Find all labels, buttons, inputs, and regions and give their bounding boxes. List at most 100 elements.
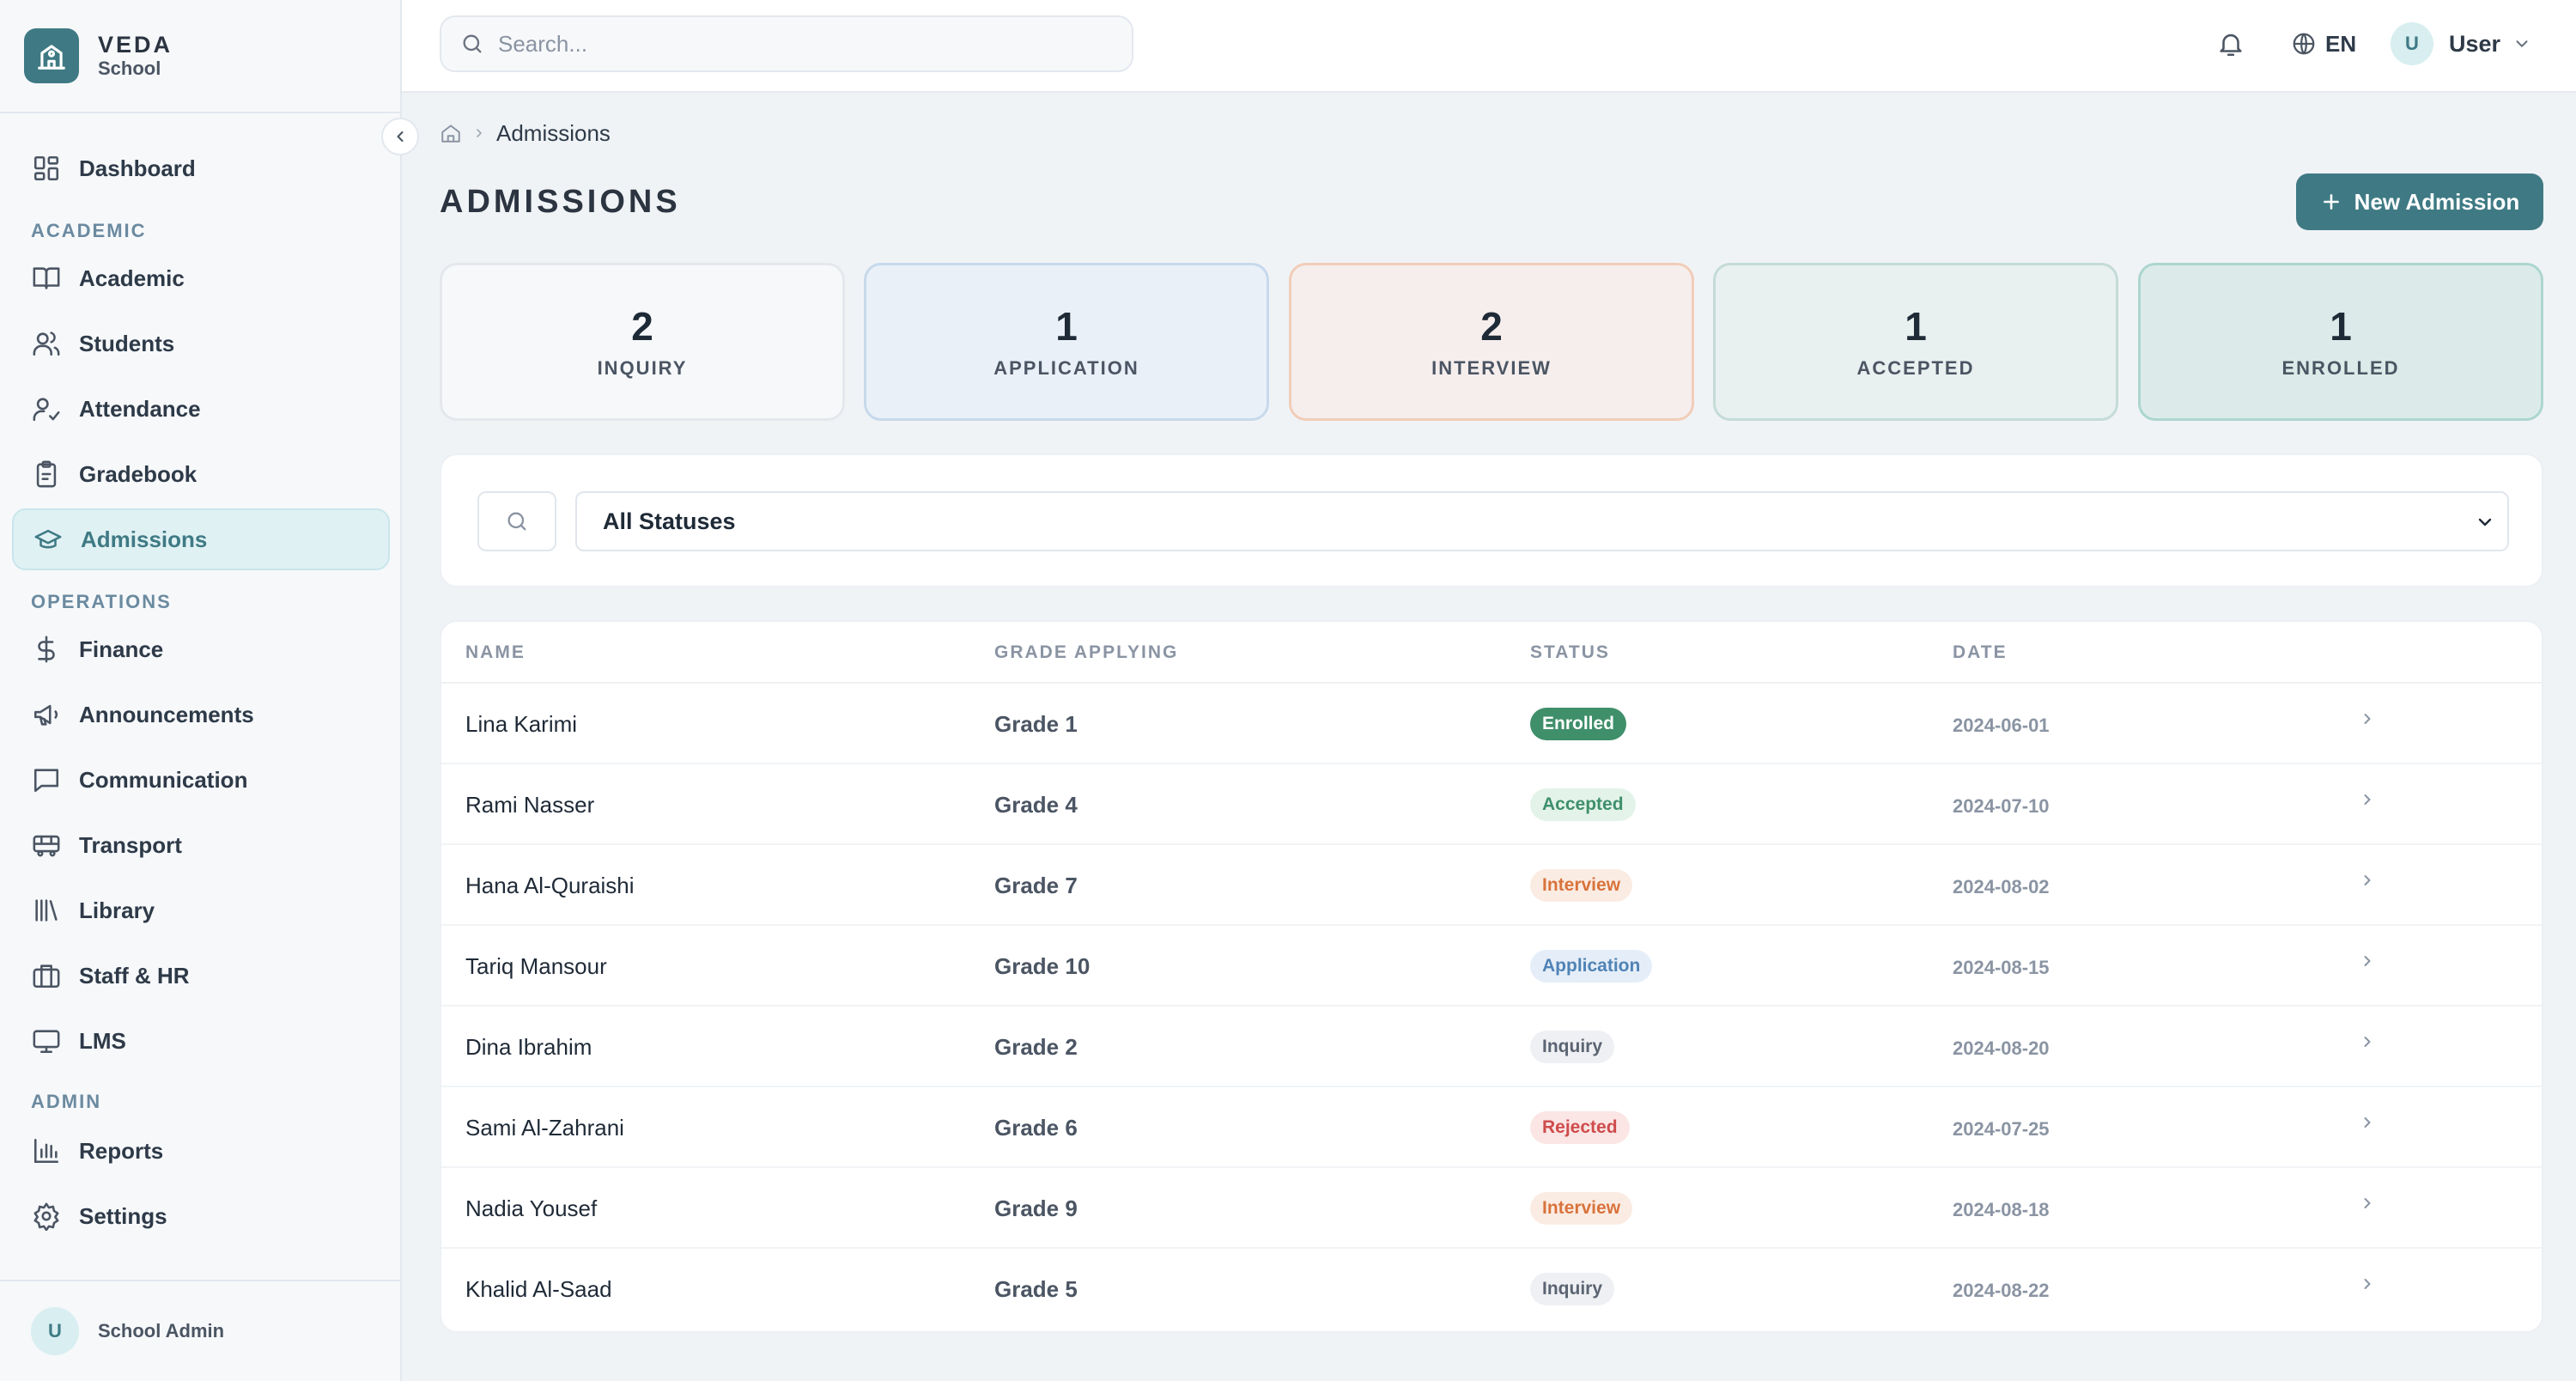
stat-label: INTERVIEW: [1431, 357, 1552, 379]
page-title: ADMISSIONS: [440, 184, 681, 220]
sidebar-item-label: Reports: [79, 1137, 164, 1164]
sidebar-item-staff-hr[interactable]: Staff & HR: [12, 945, 390, 1007]
sidebar-item-lms[interactable]: LMS: [12, 1010, 390, 1072]
table-row[interactable]: Dina Ibrahim Grade 2 Inquiry 2024-08-20: [441, 1007, 2542, 1087]
language-switcher[interactable]: EN: [2291, 26, 2356, 62]
sidebar-item-label: Settings: [79, 1202, 167, 1229]
sidebar-item-dashboard[interactable]: Dashboard: [12, 137, 390, 199]
sidebar-item-admissions[interactable]: Admissions: [12, 508, 390, 570]
status-badge: Interview: [1530, 1192, 1633, 1225]
sidebar-item-settings[interactable]: Settings: [12, 1185, 390, 1247]
status-filter-select[interactable]: All Statuses: [575, 491, 2509, 551]
bus-icon: [29, 828, 64, 862]
column-header-status[interactable]: STATUS: [1530, 642, 1610, 662]
global-search[interactable]: [440, 15, 1133, 72]
sidebar-item-label: Gradebook: [79, 460, 197, 487]
topbar: EN U User: [402, 0, 2576, 93]
chevron-right-icon[interactable]: [2359, 1275, 2376, 1297]
sidebar-item-label: Communication: [79, 766, 248, 793]
stat-card-accepted[interactable]: 1 ACCEPTED: [1713, 263, 2118, 421]
chevron-right-icon[interactable]: [2359, 710, 2376, 732]
chevron-right-icon[interactable]: [2359, 1195, 2376, 1216]
applicant-name: Sami Al-Zahrani: [465, 1115, 624, 1141]
graduation-cap-icon: [31, 522, 65, 557]
chevron-right-icon[interactable]: [2359, 872, 2376, 893]
sidebar-item-label: Library: [79, 897, 155, 923]
chevron-right-icon[interactable]: [2359, 1033, 2376, 1055]
chevron-right-icon[interactable]: [2359, 952, 2376, 974]
sidebar-item-label: Academic: [79, 265, 185, 291]
sidebar-item-attendance[interactable]: Attendance: [12, 378, 390, 440]
search-input[interactable]: [498, 30, 1099, 58]
grade-applying: Grade 1: [994, 711, 1078, 737]
home-icon[interactable]: [440, 122, 462, 144]
table-row[interactable]: Hana Al-Quraishi Grade 7 Interview 2024-08-…: [441, 845, 2542, 926]
breadcrumb-current: Admissions: [496, 119, 611, 146]
status-badge: Interview: [1530, 869, 1633, 902]
status-badge: Application: [1530, 950, 1653, 983]
stat-card-inquiry[interactable]: 2 INQUIRY: [440, 263, 845, 421]
sidebar-item-students[interactable]: Students: [12, 313, 390, 374]
brand[interactable]: VEDA School: [0, 0, 400, 113]
admission-date: 2024-08-22: [1953, 1280, 2050, 1301]
briefcase-icon: [29, 958, 64, 993]
gear-icon: [29, 1199, 64, 1233]
table-row[interactable]: Nadia Yousef Grade 9 Interview 2024-08-18: [441, 1168, 2542, 1249]
stat-count: 2: [1480, 304, 1503, 349]
bar-chart-icon: [29, 1134, 64, 1168]
sidebar-item-gradebook[interactable]: Gradebook: [12, 443, 390, 505]
sidebar-user[interactable]: U School Admin: [0, 1280, 402, 1381]
chevron-right-icon[interactable]: [2359, 1114, 2376, 1135]
status-badge: Inquiry: [1530, 1031, 1615, 1063]
status-badge: Rejected: [1530, 1111, 1630, 1144]
filter-panel: All Statuses: [440, 453, 2543, 587]
admission-date: 2024-07-10: [1953, 795, 2050, 817]
breadcrumb: Admissions: [440, 120, 611, 146]
notifications-button[interactable]: [2213, 26, 2249, 62]
sidebar-item-label: LMS: [79, 1027, 126, 1054]
sidebar-item-finance[interactable]: Finance: [12, 618, 390, 680]
avatar: U: [31, 1307, 79, 1355]
table-row[interactable]: Rami Nasser Grade 4 Accepted 2024-07-10: [441, 764, 2542, 845]
stat-card-application[interactable]: 1 APPLICATION: [864, 263, 1269, 421]
sidebar-item-academic[interactable]: Academic: [12, 247, 390, 309]
table-header: NAME GRADE APPLYING STATUS DATE: [441, 622, 2542, 684]
chevron-down-icon: [2478, 518, 2492, 526]
filter-search-button[interactable]: [477, 491, 556, 551]
megaphone-icon: [29, 697, 64, 732]
column-header-grade[interactable]: GRADE APPLYING: [994, 642, 1179, 662]
sidebar-item-transport[interactable]: Transport: [12, 814, 390, 876]
library-icon: [29, 893, 64, 928]
table-row[interactable]: Lina Karimi Grade 1 Enrolled 2024-06-01: [441, 684, 2542, 764]
avatar: U: [2391, 22, 2433, 65]
message-square-icon: [29, 763, 64, 797]
stat-count: 1: [1055, 304, 1078, 349]
sidebar-item-communication[interactable]: Communication: [12, 749, 390, 811]
stat-card-enrolled[interactable]: 1 ENROLLED: [2138, 263, 2543, 421]
collapse-sidebar-button[interactable]: [381, 118, 419, 155]
chevron-right-icon[interactable]: [2359, 791, 2376, 812]
plus-icon: [2323, 194, 2339, 210]
admission-date: 2024-08-02: [1953, 876, 2050, 897]
sidebar-item-library[interactable]: Library: [12, 879, 390, 941]
sidebar-item-label: Staff & HR: [79, 962, 190, 989]
stat-label: ACCEPTED: [1856, 357, 1975, 379]
column-header-date[interactable]: DATE: [1953, 642, 2008, 662]
column-header-name[interactable]: NAME: [465, 642, 526, 662]
applicant-name: Khalid Al-Saad: [465, 1276, 612, 1302]
sidebar-item-reports[interactable]: Reports: [12, 1120, 390, 1182]
table-row[interactable]: Tariq Mansour Grade 10 Application 2024-08-…: [441, 926, 2542, 1007]
new-admission-button[interactable]: New Admission: [2296, 173, 2543, 230]
globe-icon: [2293, 33, 2315, 55]
sidebar-item-label: Announcements: [79, 701, 254, 727]
stat-card-interview[interactable]: 2 INTERVIEW: [1289, 263, 1694, 421]
admission-date: 2024-07-25: [1953, 1118, 2050, 1140]
sidebar-item-announcements[interactable]: Announcements: [12, 684, 390, 745]
table-row[interactable]: Sami Al-Zahrani Grade 6 Rejected 2024-07-25: [441, 1087, 2542, 1168]
stat-count: 1: [2330, 304, 2352, 349]
applicant-name: Lina Karimi: [465, 711, 578, 737]
status-badge: Accepted: [1530, 788, 1636, 821]
section-academic: ACADEMIC: [31, 220, 147, 241]
user-menu[interactable]: U User: [2391, 21, 2531, 67]
table-row[interactable]: Khalid Al-Saad Grade 5 Inquiry 2024-08-22: [441, 1249, 2542, 1329]
